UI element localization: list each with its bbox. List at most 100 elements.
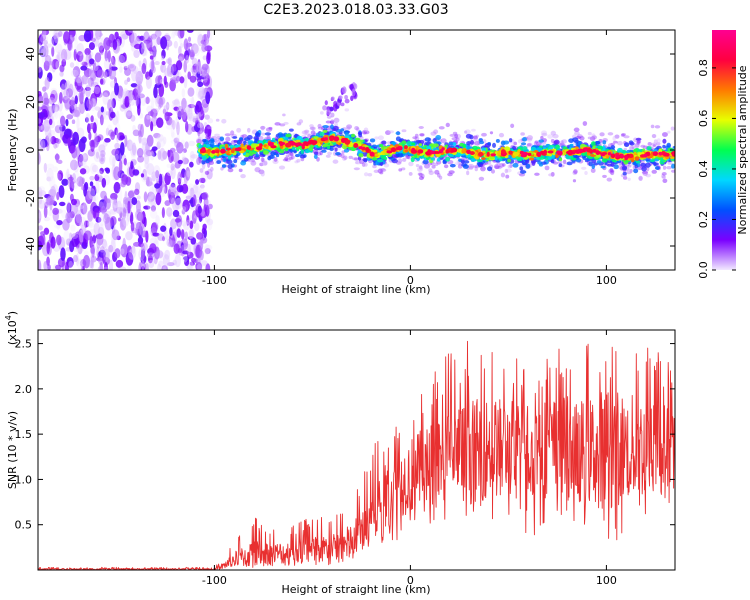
heatmap-cell: [206, 52, 211, 65]
heatmap-cell: [168, 212, 172, 220]
heatmap-cell: [547, 134, 554, 139]
heatmap-cell: [149, 55, 154, 60]
heatmap-cell: [588, 161, 593, 167]
heatmap-cell: [59, 71, 64, 77]
heatmap-cell: [164, 172, 171, 186]
heatmap-cell: [500, 149, 506, 154]
heatmap-cell: [434, 169, 440, 175]
heatmap-cell: [206, 218, 214, 226]
heatmap-cell: [134, 188, 140, 196]
heatmap-cell: [69, 62, 75, 68]
heatmap-cell: [183, 74, 188, 89]
heatmap-cell: [455, 133, 461, 139]
heatmap-cell: [127, 190, 135, 199]
heatmap-cell: [646, 146, 652, 151]
heatmap-cell: [140, 173, 145, 178]
heatmap-cell: [187, 112, 194, 122]
heatmap-cell: [259, 162, 264, 167]
heatmap-cell: [196, 264, 203, 270]
heatmap-cell: [621, 133, 626, 136]
heatmap-cell: [521, 137, 528, 142]
heatmap-cell: [509, 164, 513, 168]
heatmap-cell: [566, 161, 573, 166]
heatmap-cell: [194, 222, 200, 232]
heatmap-cell: [102, 113, 110, 120]
heatmap-cell: [615, 154, 620, 158]
heatmap-cell: [260, 171, 265, 177]
heatmap-cell: [517, 139, 523, 144]
heatmap-cell: [149, 209, 158, 219]
heatmap-cell: [172, 119, 176, 130]
heatmap-cell: [512, 151, 519, 157]
heatmap-cell: [448, 141, 454, 146]
heatmap-cell: [340, 138, 346, 144]
heatmap-cell: [439, 175, 443, 180]
heatmap-cell: [136, 147, 144, 158]
heatmap-cell: [131, 142, 137, 156]
heatmap-cell: [238, 150, 245, 154]
heatmap-cell: [260, 125, 266, 130]
heatmap-cell: [187, 71, 192, 80]
heatmap-cell: [670, 126, 675, 131]
heatmap-cell: [195, 85, 203, 99]
heatmap-cell: [49, 175, 56, 190]
heatmap-cell: [69, 174, 73, 189]
heatmap-cell: [110, 215, 117, 226]
heatmap-cell: [70, 198, 78, 206]
heatmap-cell: [93, 86, 101, 95]
heatmap-cell: [667, 161, 673, 165]
heatmap-cell: [246, 134, 253, 140]
spectrogram-x-axis-label: Height of straight line (km): [281, 283, 430, 296]
heatmap-cell: [192, 64, 197, 70]
heatmap-cell: [95, 32, 103, 37]
heatmap-cell: [434, 162, 439, 167]
heatmap-cell: [86, 98, 94, 110]
heatmap-cell: [620, 153, 625, 159]
heatmap-cell: [197, 122, 204, 129]
heatmap-cell: [558, 157, 563, 162]
heatmap-cell: [122, 216, 130, 227]
heatmap-cell: [143, 216, 147, 228]
heatmap-cell: [234, 147, 241, 152]
heatmap-cell: [163, 184, 168, 194]
heatmap-cell: [277, 137, 284, 143]
heatmap-cell: [65, 118, 69, 127]
heatmap-cell: [263, 160, 268, 166]
heatmap-cell: [144, 157, 150, 169]
heatmap-cell: [363, 130, 370, 135]
heatmap-cell: [202, 55, 207, 61]
heatmap-cell: [161, 236, 166, 242]
heatmap-cell: [486, 151, 490, 157]
heatmap-cell: [463, 130, 468, 134]
heatmap-cell: [74, 38, 79, 53]
heatmap-cell: [88, 188, 96, 200]
heatmap-cell: [161, 60, 166, 66]
heatmap-cell: [427, 148, 431, 154]
heatmap-cell: [120, 181, 126, 188]
heatmap-cell: [143, 205, 151, 210]
heatmap-cell: [181, 183, 189, 194]
heatmap-cell: [507, 164, 512, 169]
heatmap-cell: [181, 208, 186, 215]
heatmap-cell: [309, 144, 315, 149]
heatmap-cell: [99, 114, 104, 126]
y-tick-label: 1.5: [15, 428, 33, 441]
heatmap-cell: [478, 176, 485, 181]
heatmap-cell: [171, 99, 180, 105]
heatmap-cell: [201, 147, 206, 152]
y-tick-label: 40: [24, 47, 37, 61]
heatmap-cell: [612, 136, 616, 141]
heatmap-cell: [202, 223, 207, 231]
heatmap-cell: [577, 134, 583, 139]
heatmap-cell: [83, 230, 92, 241]
heatmap-cell: [342, 156, 347, 161]
heatmap-cell: [105, 168, 111, 174]
heatmap-cell: [193, 183, 198, 189]
heatmap-cell: [130, 144, 138, 157]
heatmap-cell: [641, 166, 647, 172]
heatmap-cell: [652, 151, 659, 157]
heatmap-cell: [111, 71, 117, 77]
heatmap-cell: [518, 173, 526, 177]
heatmap-cell: [47, 195, 55, 206]
heatmap-cell: [325, 120, 332, 124]
